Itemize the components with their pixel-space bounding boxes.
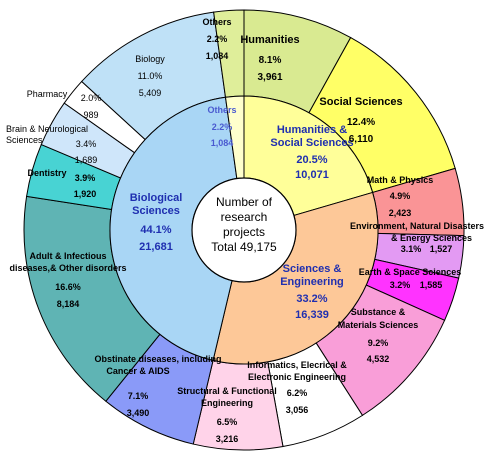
inner-ring xyxy=(109,95,379,365)
inner-label-others: Others 2.2% 1,084 xyxy=(207,105,236,148)
slice-percent: 3.4% xyxy=(76,139,97,149)
inner-label-sciences-engineering: Sciences & Engineering 33.2% 16,339 xyxy=(280,263,344,321)
slice-percent: 2.0% xyxy=(81,93,102,103)
center-total: Total 49,175 xyxy=(211,240,277,254)
slice-name: Math & Physics xyxy=(367,175,434,185)
slice-name: Biological xyxy=(130,192,183,204)
slice-percent: 33.2% xyxy=(296,293,327,305)
slice-name: Brain & Neurological xyxy=(6,124,88,134)
slice-name: Electronic Engineering xyxy=(248,372,346,382)
slice-name: Social Sciences xyxy=(270,137,353,149)
slice-value: 1,585 xyxy=(420,280,443,290)
slice-name: Environment, Natural Disasters xyxy=(350,221,484,231)
slice-percent: 20.5% xyxy=(296,154,327,166)
outer-label-brain-neuro: Brain & Neurological Sciences 3.4% 1,689 xyxy=(6,124,97,165)
center-text: Number of research projects Total 49,175 xyxy=(211,195,277,254)
outer-label-social-sciences: Social Sciences 12.4% 6,110 xyxy=(319,96,402,145)
slice-value: 3,216 xyxy=(216,434,239,444)
slice-name: Cancer & AIDS xyxy=(106,366,169,376)
slice-name: Sciences xyxy=(132,205,180,217)
slice-value: 3,961 xyxy=(257,72,282,83)
slice-percent: 4.9% xyxy=(390,191,411,201)
slice-value: 1,689 xyxy=(75,155,98,165)
slice-percent: 3.2% xyxy=(390,280,411,290)
slice-percent: 2.2% xyxy=(212,122,233,132)
slice-percent: 3.9% xyxy=(75,173,96,183)
slice-name: Dentistry xyxy=(27,168,66,178)
slice-percent: 9.2% xyxy=(368,338,389,348)
outer-label-informatics: Informatics, Elecrical & Electronic Engi… xyxy=(247,360,347,415)
slice-value: 989 xyxy=(83,110,98,120)
slice-percent: 6.2% xyxy=(287,388,308,398)
outer-label-earth-space: Earth & Space Sciences 3.2% 1,585 xyxy=(359,267,462,290)
slice-name: & Energy Sciences xyxy=(391,233,472,243)
center-text-line: projects xyxy=(223,225,265,239)
slice-name: Pharmacy xyxy=(27,89,68,99)
outer-label-humanities: Humanities 8.1% 3,961 xyxy=(240,34,299,83)
slice-value: 4,532 xyxy=(367,354,390,364)
outer-label-obstinate-diseases: Obstinate diseases, including Cancer & A… xyxy=(94,354,221,418)
outer-label-others: Others 2.2% 1,084 xyxy=(202,17,231,61)
slice-name: Sciences & xyxy=(283,263,342,275)
slice-name: Engineering xyxy=(201,398,253,408)
slice-name: Structural & Functional xyxy=(177,386,277,396)
slice-name: Materials Sciences xyxy=(338,320,419,330)
slice-percent: 12.4% xyxy=(347,117,375,128)
outer-label-environment: Environment, Natural Disasters & Energy … xyxy=(350,221,484,254)
slice-name: Informatics, Elecrical & xyxy=(247,360,347,370)
slice-value: 3,056 xyxy=(286,405,309,415)
slice-name: Others xyxy=(207,105,236,115)
slice-value: 2,423 xyxy=(389,208,412,218)
center-hole xyxy=(191,177,297,283)
slice-name: Obstinate diseases, including xyxy=(94,354,221,364)
slice-name: Social Sciences xyxy=(319,96,402,108)
outer-label-dentistry: Dentistry 3.9% 1,920 xyxy=(27,168,96,199)
slice-value: 1,084 xyxy=(206,51,229,61)
outer-label-structural: Structural & Functional Engineering 6.5%… xyxy=(177,386,277,444)
slice-value: 16,339 xyxy=(295,309,329,321)
slice-value: 6,110 xyxy=(349,134,374,145)
center-text-line: research xyxy=(221,210,268,224)
slice-percent: 7.1% xyxy=(128,391,149,401)
slice-value: 1,084 xyxy=(211,138,234,148)
slice-percent: 44.1% xyxy=(140,224,171,236)
slice-name: diseases,& Other disorders xyxy=(9,263,126,273)
inner-labels: Humanities & Social Sciences 20.5% 10,07… xyxy=(130,105,354,321)
outer-label-pharmacy: Pharmacy 2.0% 989 xyxy=(27,89,102,120)
outer-label-biology: Biology 11.0% 5,409 xyxy=(135,54,165,98)
outer-label-substance-materials: Substance & Materials Sciences 9.2% 4,53… xyxy=(338,307,419,364)
slice-value: 8,184 xyxy=(57,299,80,309)
slice-value: 1,527 xyxy=(430,244,453,254)
slice-percent: 2.2% xyxy=(207,34,228,44)
slice-percent: 6.5% xyxy=(217,417,238,427)
slice-percent: 16.6% xyxy=(55,282,81,292)
slice-value: 1,920 xyxy=(74,189,97,199)
outer-labels: Humanities 8.1% 3,961 Social Sciences 12… xyxy=(6,17,484,444)
slice-name: Humanities xyxy=(240,34,299,46)
slice-name: Earth & Space Sciences xyxy=(359,267,462,277)
inner-label-biological: Biological Sciences 44.1% 21,681 xyxy=(130,192,183,253)
slice-name: Biology xyxy=(135,54,165,64)
slice-name: Others xyxy=(202,17,231,27)
slice-name: Adult & Infectious xyxy=(30,251,107,261)
slice-name: Substance & xyxy=(351,307,406,317)
outer-label-adult-infectious: Adult & Infectious diseases,& Other diso… xyxy=(9,251,126,309)
slice-name: Sciences xyxy=(6,135,43,145)
slice-name: Engineering xyxy=(280,276,344,288)
slice-name: Humanities & xyxy=(277,124,347,136)
inner-label-humanities-social: Humanities & Social Sciences 20.5% 10,07… xyxy=(270,124,353,181)
slice-value: 3,490 xyxy=(127,408,150,418)
slice-percent: 3.1% xyxy=(401,244,422,254)
slice-value: 5,409 xyxy=(139,88,162,98)
outer-label-math-physics: Math & Physics 4.9% 2,423 xyxy=(367,175,434,218)
slice-percent: 11.0% xyxy=(138,71,163,81)
slice-value: 10,071 xyxy=(295,169,329,181)
center-text-line: Number of xyxy=(216,195,273,209)
slice-percent: 8.1% xyxy=(259,55,282,66)
slice-value: 21,681 xyxy=(139,241,173,253)
